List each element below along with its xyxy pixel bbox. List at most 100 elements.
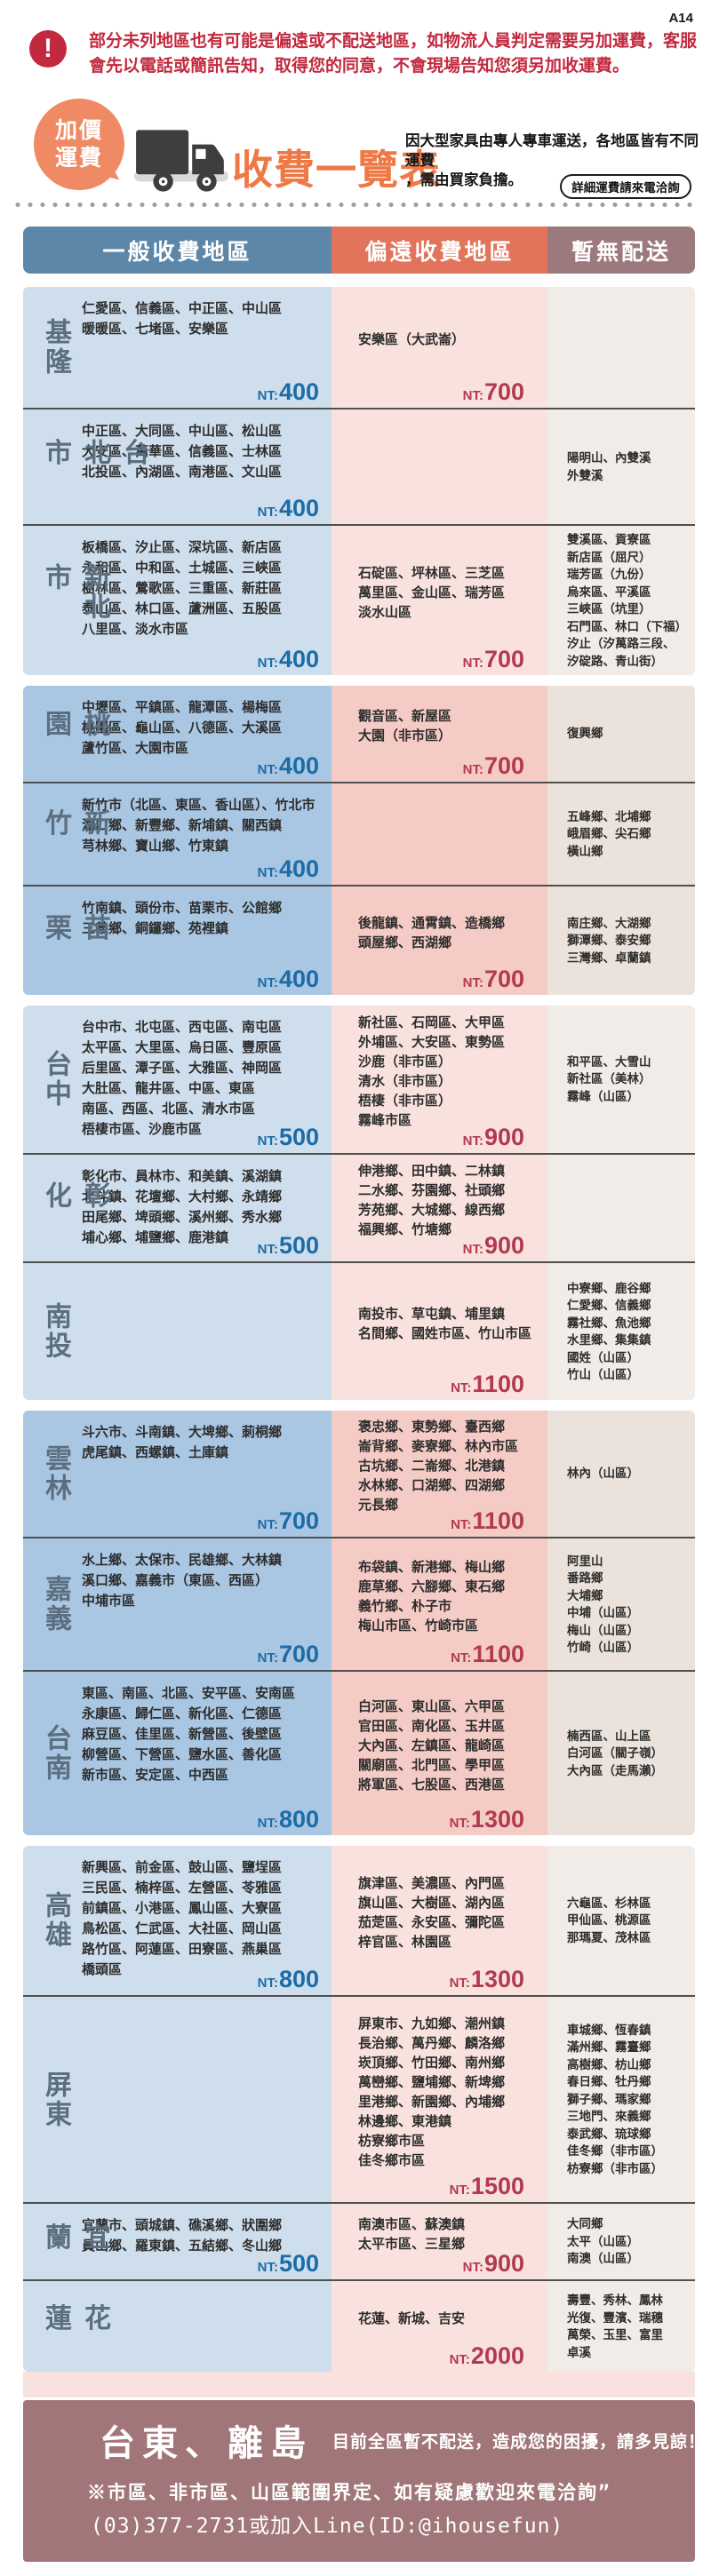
row-雲林: 雲林 斗六市、斗南鎮、大埤鄉、莿桐鄉 虎尾鎮、西螺鎮、土庫鎮 NT:700 褒忠鄉、東勢…: [23, 1411, 695, 1537]
row-屏東: 屏東 屏東市、九如鄉、潮州鎮 長治鄉、萬丹鄉、麟洛鄉 崁頂鄉、竹田鄉、南州鄉 萬巒鄉、鹽…: [23, 1995, 695, 2202]
row-嘉義: 嘉義 水上鄉、太保市、民雄鄉、大林鎮 溪口鄉、嘉義市（東區、西區） 中埔市區 NT:70…: [23, 1537, 695, 1670]
area-line: 梧棲（非市區）: [358, 1093, 452, 1109]
area-line: 淡水山區: [358, 605, 412, 620]
remote-price: NT:700: [462, 966, 524, 992]
no-delivery-cell: 和平區、大雪山 新社區（美林） 霧峰（山區）: [547, 1006, 695, 1153]
area-line: 大內區（走馬瀨）: [567, 1763, 663, 1777]
area-line: 前鎮區、小港區、鳳山區、大寮區: [82, 1901, 283, 1916]
remote-price: NT:1100: [451, 1507, 524, 1534]
area-line: 虎尾鎮、西螺鎮、土庫鎮: [82, 1445, 229, 1460]
area-line: 復興鄉: [567, 727, 603, 741]
region-label: 苗栗: [41, 913, 109, 943]
area-line: 林內（山區）: [567, 1467, 639, 1481]
area-line: 萬巒鄉、鹽埔鄉、新埤鄉: [358, 2074, 506, 2090]
area-line: 三地門、來義鄉: [567, 2110, 651, 2124]
general-cell: 桃園 中壢區、平鎮區、龍潭區、楊梅區 桃園區、龜山區、八德區、大溪區 蘆竹區、大園市區…: [23, 686, 332, 782]
region-group: 高雄 新興區、前金區、鼓山區、鹽埕區 三民區、楠梓區、左營區、苓雅區 前鎮區、小港區、…: [23, 1846, 695, 2372]
general-cell: 南投: [23, 1263, 332, 1400]
region-label: 雲林: [41, 1444, 70, 1503]
area-list: 宜蘭市、頭城鎮、礁溪鄉、狀圍鄉 員山鄉、羅東鎮、五結鄉、冬山鄉: [23, 2204, 332, 2262]
general-cell: 台南 東區、南區、北區、安平區、安南區 永康區、歸仁區、新化區、仁德區 麻豆區、佳里區…: [23, 1672, 332, 1835]
area-list: 車城鄉、恆春鎮 滿州鄉、霧臺鄉 高樹鄉、枋山鄉 春日鄉、牡丹鄉 獅子鄉、瑪家鄉 三地門、來…: [547, 1997, 695, 2202]
general-price: NT:800: [257, 1966, 319, 1992]
area-line: 樹林區、鶯歌區、三重區、新莊區: [82, 581, 283, 596]
general-cell: 基隆 仁愛區、信義區、中正區、中山區 暖暖區、七堵區、安樂區 NT:400: [23, 287, 332, 408]
area-line: 霧峰市區: [358, 1113, 412, 1128]
area-list: 後龍鎮、通霄鎮、造橋鄉 頭屋鄉、西湖鄉: [332, 886, 547, 995]
area-list: 斗六市、斗南鎮、大埤鄉、莿桐鄉 虎尾鎮、西螺鎮、土庫鎮: [23, 1411, 332, 1468]
area-line: 太平市區、三星鄉: [358, 2236, 466, 2252]
area-list: 旗津區、美濃區、內門區 旗山區、大樹區、湖內區 茄萣區、永安區、彌陀區 梓官區、林園區: [332, 1846, 547, 1995]
area-list: 石碇區、坪林區、三芝區 萬里區、金山區、瑞芳區 淡水山區: [332, 526, 547, 675]
area-list: [547, 1155, 695, 1261]
area-line: 後龍鎮、通霄鎮、造橋鄉: [358, 916, 506, 931]
area-line: 泰山區、林口區、蘆洲區、五股區: [82, 601, 283, 616]
area-line: 北投區、內湖區、南港區、文山區: [82, 465, 283, 480]
area-line: 觀音區、新屋區: [358, 709, 452, 724]
area-list: 彰化市、員林市、和美鎮、溪湖鎮 北斗鎮、花壇鄉、大村鄉、永靖鄉 田尾鄉、埤頭鄉、溪州…: [23, 1155, 332, 1253]
area-list: 雙溪區、貢寮區 新店區（屈尺） 瑞芳區（九份） 烏來區、平溪區 三峽區（坑里） 石門區、林…: [547, 526, 695, 675]
area-list: 伸港鄉、田中鎮、二林鎮 二水鄉、芬園鄉、社頭鄉 芳苑鄉、大城鄉、線西鄉 福興鄉、竹塘鄉: [332, 1155, 547, 1261]
row-苗栗: 苗栗 竹南鎮、頭份市、苗栗市、公館鄉 三義鄉、銅鑼鄉、苑裡鎮 NT:400 後龍鎮、通霄…: [23, 885, 695, 995]
region-label: 南投: [41, 1302, 70, 1361]
page-code: A14: [668, 11, 693, 26]
remote-price: NT:700: [462, 378, 524, 405]
area-line: 芳苑鄉、大城鄉、線西鄉: [358, 1203, 506, 1218]
area-line: 六龜區、杉林區: [567, 1896, 651, 1910]
no-delivery-cell: 南庄鄉、大湖鄉 獅潭鄉、泰安鄉 三灣鄉、卓蘭鎮: [547, 886, 695, 995]
area-line: 春日鄉、牡丹鄉: [567, 2075, 651, 2089]
area-line: 新竹市（北區、東區、香山區）、竹北市: [82, 798, 316, 813]
remote-price: NT:1100: [451, 1371, 524, 1397]
area-line: 台中市、北屯區、西屯區、南屯區: [82, 1020, 283, 1035]
area-line: 屏東市、九如鄉、潮州鎮: [358, 2015, 506, 2031]
area-line: 將軍區、七股區、西港區: [358, 1777, 506, 1793]
area-line: 清水（非市區）: [358, 1074, 452, 1089]
area-line: 名間鄉、國姓市區、竹山市區: [358, 1326, 532, 1341]
area-line: 南澳市區、蘇澳鎮: [358, 2216, 466, 2232]
area-line: 中寮鄉、鹿谷鄉: [567, 1281, 651, 1295]
area-line: 三義鄉、銅鑼鄉、苑裡鎮: [82, 921, 229, 936]
footer-note: ※市區、非市區、山區範圍界定、如有疑慮歡迎來電洽詢”: [87, 2482, 611, 2503]
general-cell: 新北市 板橋區、汐止區、深坑區、新店區 永和區、中和區、土城區、三峽區 樹林區、鶯歌區…: [23, 526, 332, 675]
header-remote: 偏遠收費地區: [332, 227, 547, 274]
banner-subtitle-line-1: 因大型家具由專人專車運送，各地區皆有不同運費: [405, 133, 699, 169]
remote-cell: 觀音區、新屋區 大園（非市區） NT:700: [332, 686, 547, 782]
area-list: 大同鄉 太平（山區） 南澳（山區）: [547, 2204, 695, 2279]
area-line: 褒忠鄉、東勢鄉、臺西鄉: [358, 1419, 506, 1435]
region-label: 屏東: [41, 2070, 70, 2129]
remote-cell: 伸港鄉、田中鎮、二林鎮 二水鄉、芬園鄉、社頭鄉 芳苑鄉、大城鄉、線西鄉 福興鄉、竹塘鄉…: [332, 1155, 547, 1261]
area-line: 壽豐、秀林、鳳林: [567, 2294, 663, 2307]
row-花蓮: 花蓮 花蓮、新城、吉安 NT:2000 壽豐、秀林、鳳林 光復、豐濱、瑞穗 萬榮、玉里、富…: [23, 2279, 695, 2372]
area-line: 溪口鄉、嘉義市（東區、西區）: [82, 1573, 269, 1588]
area-line: 新社區（美林）: [567, 1072, 651, 1086]
general-cell: 苗栗 竹南鎮、頭份市、苗栗市、公館鄉 三義鄉、銅鑼鄉、苑裡鎮 NT:400: [23, 886, 332, 995]
remote-cell: [332, 409, 547, 524]
row-新竹: 新竹 新竹市（北區、東區、香山區）、竹北市 湖口鄉、新豐鄉、新埔鎮、關西鎮 芎林鄉、寶…: [23, 782, 695, 885]
banner-subtitle: 因大型家具由專人專車運送，各地區皆有不同運費 ，需由買家負擔。: [405, 131, 702, 190]
area-line: 永和區、中和區、土城區、三峽區: [82, 561, 283, 576]
area-line: 中埔市區: [82, 1594, 136, 1609]
area-line: 元長鄉: [358, 1498, 399, 1513]
area-line: 三峽區（坑里）: [567, 602, 651, 616]
area-list: 竹南鎮、頭份市、苗栗市、公館鄉 三義鄉、銅鑼鄉、苑裡鎮: [23, 886, 332, 944]
row-高雄: 高雄 新興區、前金區、鼓山區、鹽埕區 三民區、楠梓區、左營區、苓雅區 前鎮區、小港區、…: [23, 1846, 695, 1995]
area-line: 霧峰（山區）: [567, 1089, 639, 1103]
area-line: 汐止（汐萬路三段、: [567, 637, 675, 650]
general-cell: 新竹 新竹市（北區、東區、香山區）、竹北市 湖口鄉、新豐鄉、新埔鎮、關西鎮 芎林鄉、寶…: [23, 783, 332, 885]
area-line: 里港鄉、新園鄉、內埔鄉: [358, 2094, 506, 2110]
area-line: 中正區、大同區、中山區、松山區: [82, 424, 283, 439]
area-list: 布袋鎮、新港鄉、梅山鄉 鹿草鄉、六腳鄉、東石鄉 義竹鄉、朴子市 梅山市區、竹崎市區: [332, 1538, 547, 1670]
area-line: 水上鄉、太保市、民雄鄉、大林鎮: [82, 1553, 283, 1568]
area-line: 甲仙區、桃源區: [567, 1913, 651, 1928]
area-list: [332, 783, 547, 885]
row-新北市: 新北市 板橋區、汐止區、深坑區、新店區 永和區、中和區、土城區、三峽區 樹林區、鶯歌區…: [23, 524, 695, 675]
general-price: NT:700: [257, 1507, 319, 1534]
general-price: NT:500: [257, 1124, 319, 1150]
area-list: 南投市、草屯鎮、埔里鎮 名間鄉、國姓市區、竹山市區: [332, 1263, 547, 1400]
table-header: 一般收費地區 偏遠收費地區 暫無配送: [23, 227, 695, 274]
area-line: 后里區、潭子區、大雅區、神岡區: [82, 1061, 283, 1076]
region-group: 台中 台中市、北屯區、西屯區、南屯區 太平區、大里區、烏日區、豐原區 后里區、潭子區、…: [23, 1006, 695, 1400]
general-price: NT:400: [257, 752, 319, 779]
area-line: 永康區、歸仁區、新化區、仁德區: [82, 1706, 283, 1721]
area-list: [547, 287, 695, 408]
